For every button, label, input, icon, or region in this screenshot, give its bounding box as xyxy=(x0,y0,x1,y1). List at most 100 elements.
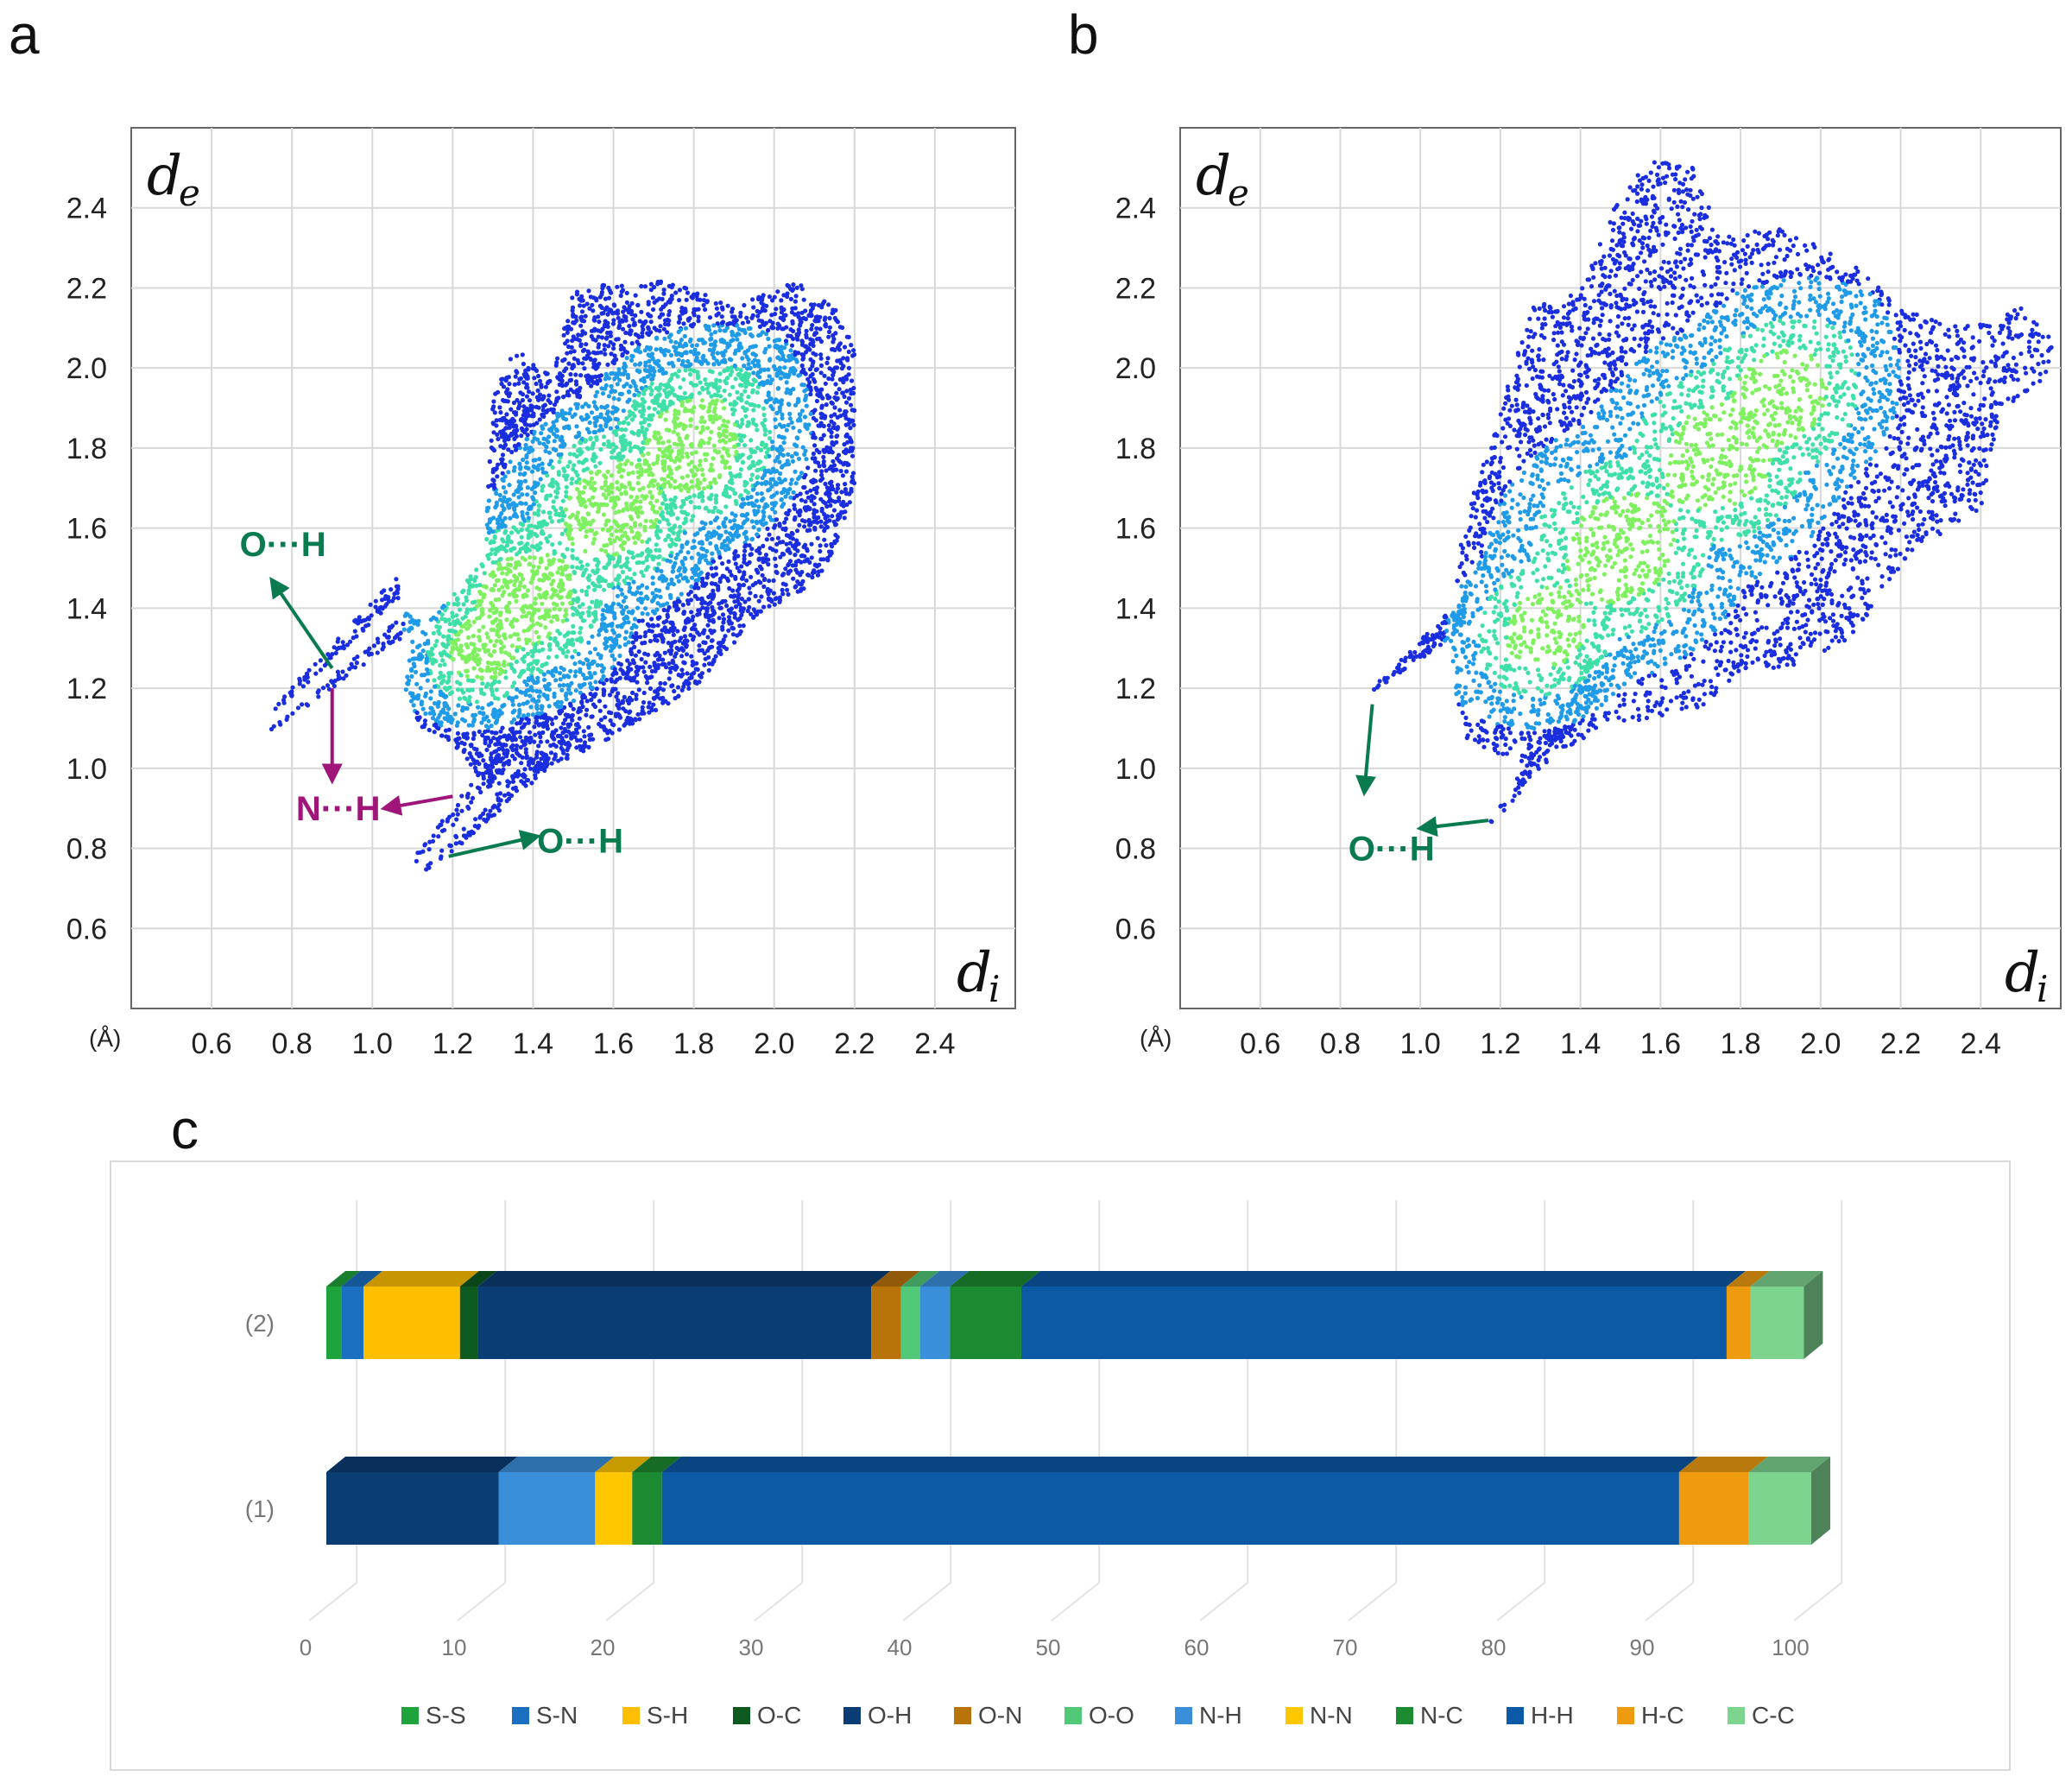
scatter-point xyxy=(846,395,852,401)
scatter-point xyxy=(550,542,555,547)
scatter-point xyxy=(730,338,736,343)
scatter-point xyxy=(690,444,695,449)
scatter-point xyxy=(504,572,509,577)
scatter-point xyxy=(696,314,701,319)
scatter-point xyxy=(560,618,565,624)
scatter-point xyxy=(508,459,513,465)
scatter-point xyxy=(780,415,785,420)
scatter-point xyxy=(538,477,543,482)
scatter-point xyxy=(714,544,719,549)
scatter-point xyxy=(733,474,738,479)
scatter-point xyxy=(675,432,680,437)
scatter-point xyxy=(509,556,514,561)
scatter-point xyxy=(614,528,619,534)
scatter-point xyxy=(570,308,575,313)
scatter-point xyxy=(624,300,630,305)
scatter-point xyxy=(740,356,745,361)
scatter-point xyxy=(500,503,505,509)
scatter-point xyxy=(717,371,723,376)
scatter-point xyxy=(572,463,577,468)
scatter-point xyxy=(840,325,845,331)
scatter-point xyxy=(464,598,470,604)
scatter-point xyxy=(606,285,611,290)
scatter-point xyxy=(502,438,508,444)
scatter-point xyxy=(619,564,624,570)
scatter-point xyxy=(749,472,755,477)
scatter-point xyxy=(610,455,615,460)
scatter-point xyxy=(519,433,524,439)
scatter-point xyxy=(788,296,794,301)
scatter-point xyxy=(691,473,696,478)
scatter-point xyxy=(823,315,828,320)
scatter-point xyxy=(509,431,514,437)
scatter-point xyxy=(692,307,697,312)
scatter-point xyxy=(809,555,814,560)
scatter-point xyxy=(756,557,761,562)
scatter-point xyxy=(574,479,579,485)
scatter-point xyxy=(744,480,749,486)
scatter-point xyxy=(651,597,656,603)
scatter-point xyxy=(755,491,760,496)
scatter-point xyxy=(811,477,817,483)
scatter-point xyxy=(455,687,461,692)
scatter-point xyxy=(589,410,595,415)
scatter-point xyxy=(597,460,603,465)
scatter-point xyxy=(543,421,548,427)
scatter-point xyxy=(818,356,824,361)
scatter-point xyxy=(814,326,819,331)
scatter-point xyxy=(821,454,826,460)
scatter-point xyxy=(814,367,819,372)
scatter-point xyxy=(768,357,773,362)
scatter-point xyxy=(654,568,660,573)
scatter-point xyxy=(502,442,509,447)
scatter-point xyxy=(522,679,527,685)
scatter-point xyxy=(583,548,588,554)
scatter-point xyxy=(740,421,745,427)
scatter-point xyxy=(600,286,605,291)
scatter-point xyxy=(578,685,584,690)
scatter-point xyxy=(616,573,622,579)
scatter-point xyxy=(717,385,722,390)
scatter-point xyxy=(785,488,790,493)
scatter-point xyxy=(581,661,586,667)
scatter-point xyxy=(589,328,595,333)
scatter-point xyxy=(766,327,771,333)
scatter-point xyxy=(496,587,502,592)
scatter-point xyxy=(685,358,691,364)
scatter-point xyxy=(512,436,517,441)
scatter-point xyxy=(784,516,789,522)
scatter-point xyxy=(733,561,738,566)
scatter-point xyxy=(797,522,802,528)
scatter-point xyxy=(501,762,506,768)
scatter-point xyxy=(740,459,746,465)
scatter-point xyxy=(685,452,690,457)
scatter-point xyxy=(718,300,723,306)
scatter-point xyxy=(534,381,539,387)
scatter-point xyxy=(584,427,591,432)
scatter-point xyxy=(652,285,657,290)
scatter-point xyxy=(687,372,693,377)
scatter-point xyxy=(729,621,735,626)
scatter-point xyxy=(762,417,768,423)
scatter-point xyxy=(589,485,594,490)
scatter-point xyxy=(425,678,430,683)
scatter-point xyxy=(603,646,609,651)
scatter-point xyxy=(697,505,702,510)
scatter-point xyxy=(640,494,645,499)
scatter-point xyxy=(481,716,486,722)
scatter-point xyxy=(568,371,573,377)
scatter-point xyxy=(507,382,512,387)
scatter-point xyxy=(610,441,616,447)
scatter-point xyxy=(835,345,841,350)
scatter-point xyxy=(773,523,778,528)
scatter-point xyxy=(559,408,565,414)
scatter-point xyxy=(733,498,739,504)
scatter-point xyxy=(648,330,654,335)
scatter-point xyxy=(430,716,436,721)
scatter-point xyxy=(650,575,655,580)
scatter-point xyxy=(511,501,516,506)
scatter-point xyxy=(650,623,655,629)
scatter-point xyxy=(522,557,527,562)
scatter-point xyxy=(616,396,622,402)
scatter-point xyxy=(455,680,460,685)
